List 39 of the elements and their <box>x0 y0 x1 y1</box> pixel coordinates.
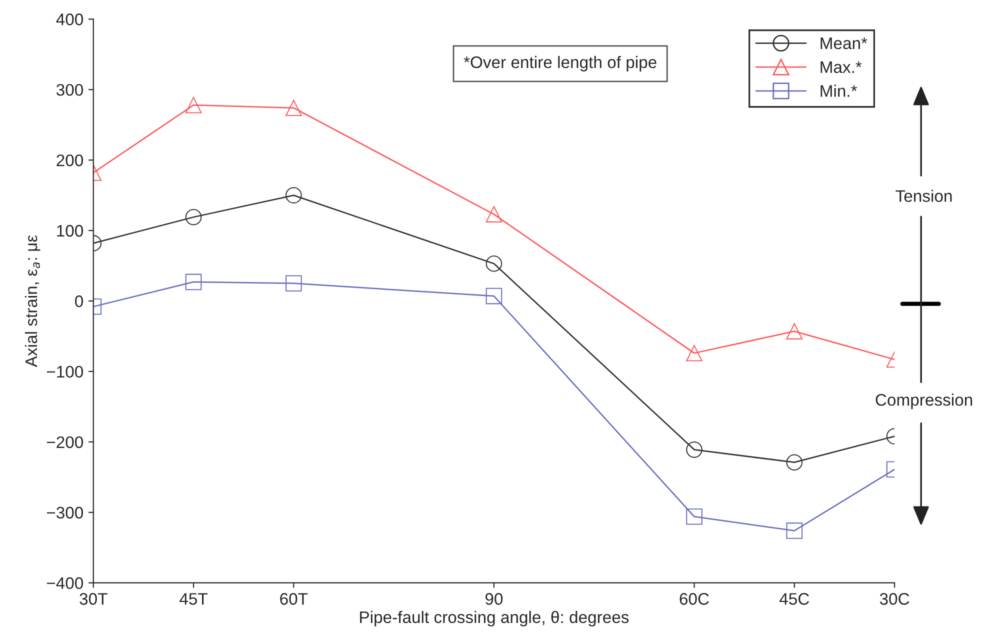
x-tick-label: 45C <box>779 593 810 605</box>
legend-label: Max.* <box>820 61 862 74</box>
point <box>686 344 702 362</box>
legend-label: Min.* <box>820 84 858 97</box>
y-tick-label: 200 <box>56 154 84 166</box>
legend-label: Mean* <box>820 38 868 50</box>
y-tick-label: −100 <box>46 366 84 378</box>
point <box>686 442 702 458</box>
x-tick-label: 30T <box>80 593 108 605</box>
y-tick-label: 400 <box>56 14 84 26</box>
x-tick-label: 60C <box>680 593 709 605</box>
text: Tension <box>896 190 952 202</box>
y-tick-label: 300 <box>56 84 84 96</box>
annotation: *Over entire length of pipe <box>464 56 656 72</box>
y-tick-label: 100 <box>57 224 84 237</box>
point <box>686 508 702 525</box>
point <box>786 522 803 539</box>
point <box>786 454 803 471</box>
point <box>286 275 302 292</box>
y-tick-label: −200 <box>46 436 84 448</box>
x-tick-label: 30C <box>880 593 910 605</box>
x-tick-label: 90 <box>485 593 503 605</box>
y-axis-title: Axial strain, ε$_{a}$: με <box>24 235 40 368</box>
annotation: Compression <box>876 394 972 410</box>
x-tick-label: 60T <box>280 593 308 605</box>
point <box>185 208 202 226</box>
x-axis-title: Pipe-fault crossing angle, θ: degrees <box>360 610 629 626</box>
point <box>185 274 202 290</box>
point <box>486 206 502 222</box>
x-tick-label: 45T <box>180 593 208 605</box>
point <box>486 288 502 304</box>
y-tick-label: −400 <box>46 577 84 590</box>
point <box>286 100 302 116</box>
y-tick-label: −300 <box>46 506 84 519</box>
point <box>786 323 803 340</box>
point <box>286 187 302 204</box>
point <box>185 96 202 114</box>
y-tick-label: 0 <box>75 295 84 308</box>
point <box>486 255 502 272</box>
